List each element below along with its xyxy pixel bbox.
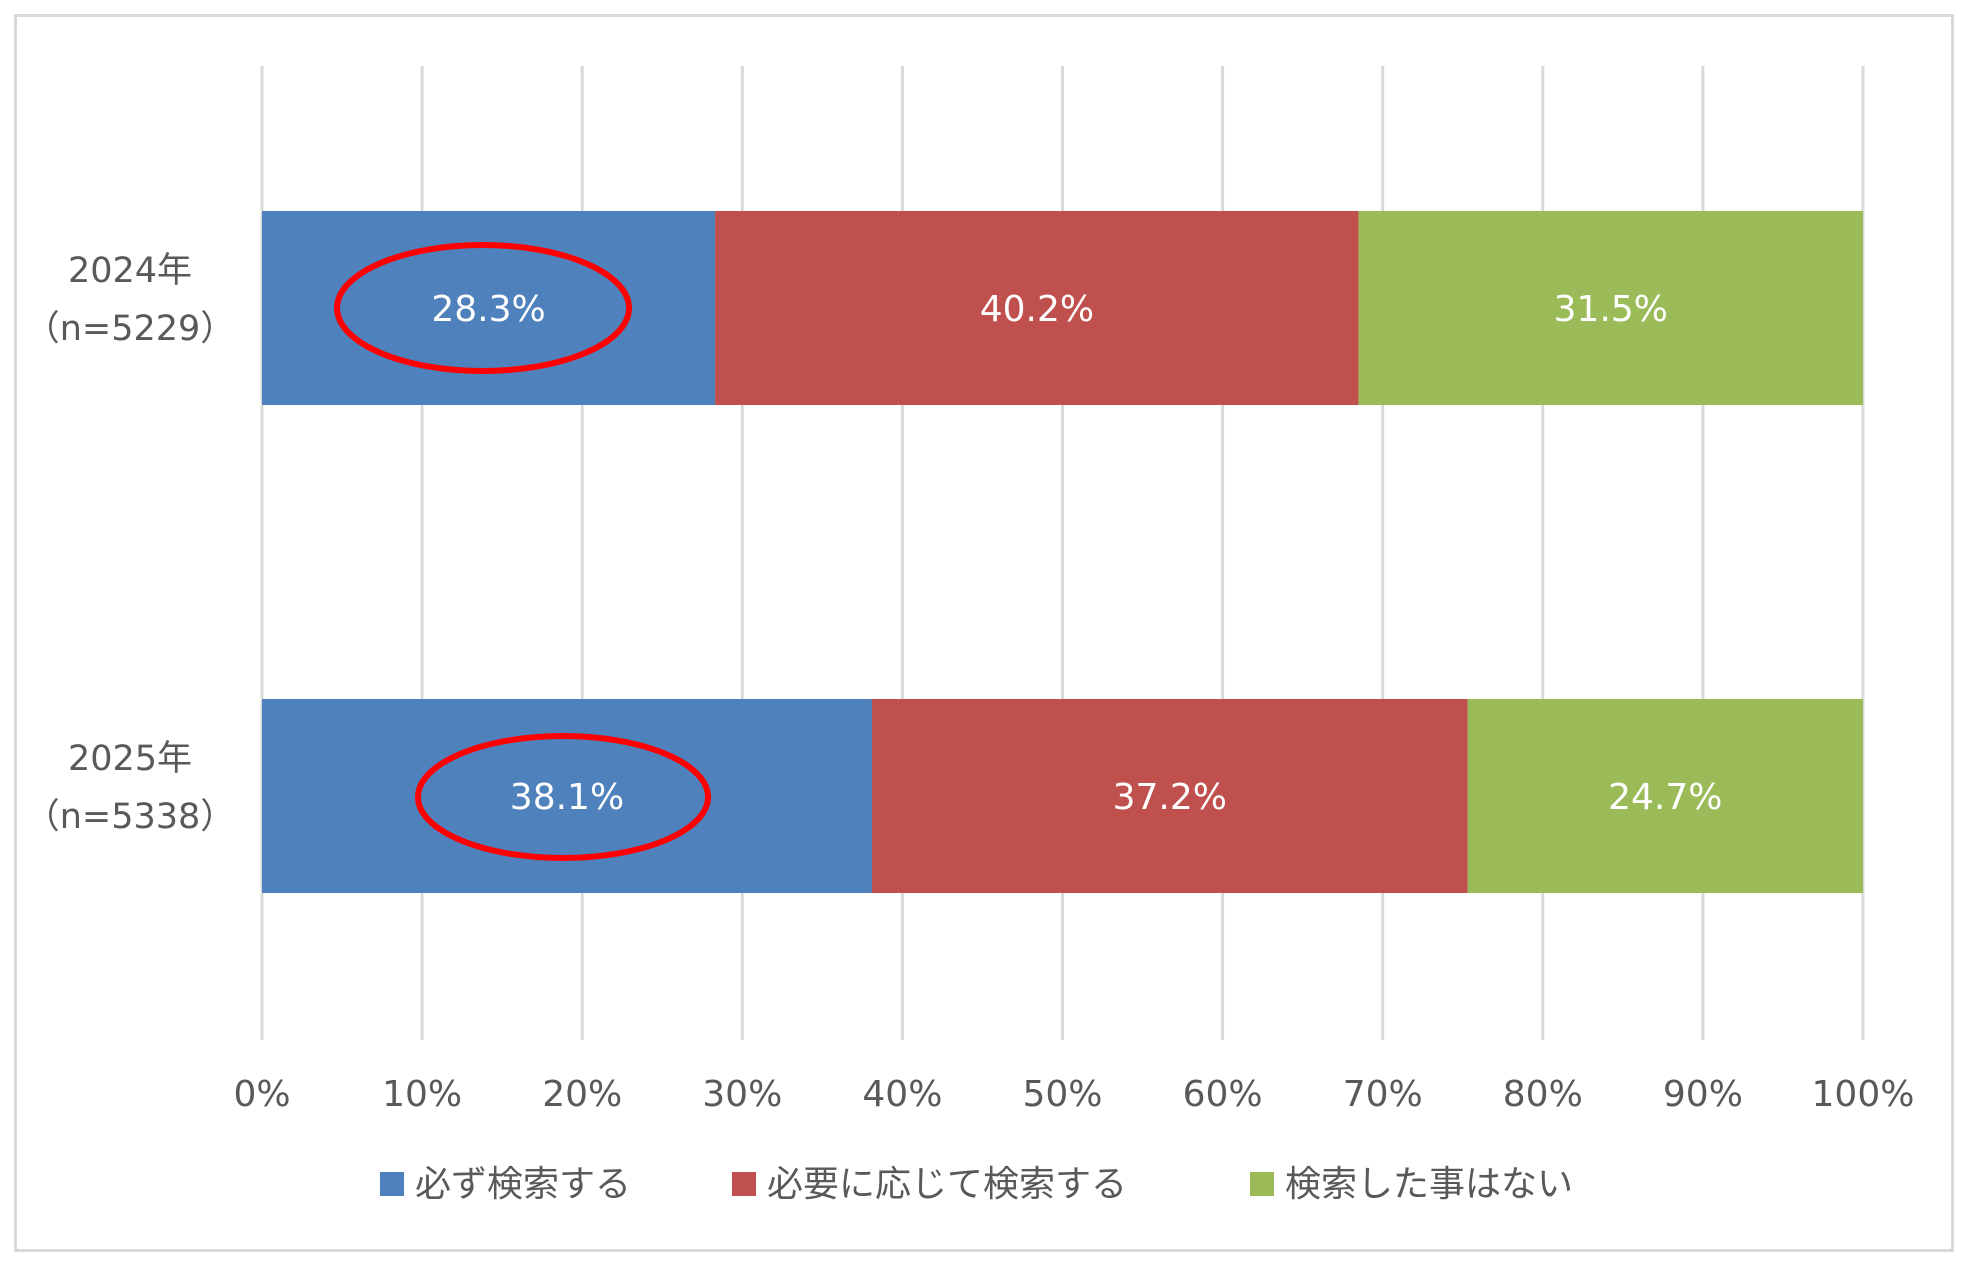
x-tick-label: 30% [702, 1074, 782, 1115]
bar-value-label: 38.1% [510, 777, 624, 818]
bar-segment [1467, 699, 1863, 893]
bar-value-label: 28.3% [431, 289, 545, 330]
bar-segment [715, 211, 1359, 405]
legend-label: 必ず検索する [415, 1164, 631, 1205]
highlight-ellipse [415, 733, 711, 861]
x-tick-label: 40% [862, 1074, 942, 1115]
highlight-ellipse [334, 242, 632, 374]
category-sublabel: （n=5338） [25, 797, 236, 837]
category-label: 2024年 [68, 251, 192, 291]
bar-value-label: 37.2% [1113, 777, 1227, 818]
legend-label: 必要に応じて検索する [767, 1164, 1127, 1205]
bar-value-label: 31.5% [1554, 289, 1668, 330]
bar-segment [871, 699, 1468, 893]
x-tick-label: 70% [1343, 1074, 1423, 1115]
category-sublabel: （n=5229） [25, 309, 236, 349]
x-tick-label: 80% [1503, 1074, 1583, 1115]
x-tick-label: 20% [542, 1074, 622, 1115]
x-tick-label: 60% [1183, 1074, 1263, 1115]
x-tick-label: 10% [382, 1074, 462, 1115]
category-label: 2025年 [68, 739, 192, 779]
x-tick-label: 100% [1812, 1074, 1915, 1115]
bar-segment [1358, 211, 1863, 405]
x-tick-label: 0% [233, 1074, 290, 1115]
legend-swatch [1250, 1172, 1274, 1196]
legend-swatch [380, 1172, 404, 1196]
legend-swatch [732, 1172, 756, 1196]
legend-label: 検索した事はない [1285, 1164, 1573, 1205]
x-tick-label: 50% [1022, 1074, 1102, 1115]
x-tick-label: 90% [1663, 1074, 1743, 1115]
bar-value-label: 24.7% [1608, 777, 1722, 818]
bar-value-label: 40.2% [980, 289, 1094, 330]
